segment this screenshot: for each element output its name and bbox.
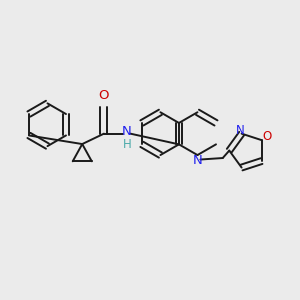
Text: O: O: [99, 89, 109, 102]
Text: H: H: [122, 138, 131, 152]
Text: N: N: [122, 125, 132, 138]
Text: N: N: [193, 154, 202, 167]
Text: O: O: [262, 130, 272, 143]
Text: N: N: [236, 124, 244, 136]
